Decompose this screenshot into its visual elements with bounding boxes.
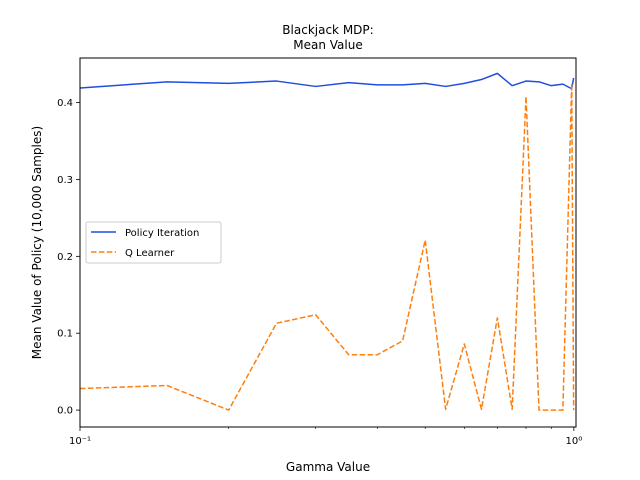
legend-box [85, 221, 222, 264]
series-line-policy-iteration [79, 72, 575, 90]
y-tick-label: 0.4 [57, 98, 73, 109]
y-tick-label: 0.0 [57, 406, 73, 417]
series-layer [79, 72, 575, 411]
chart-title-line-1: Blackjack MDP: [282, 23, 373, 37]
legend-label-policy-iteration: Policy Iteration [125, 228, 199, 239]
y-tick-label: 0.2 [57, 252, 73, 263]
chart-title-line-2: Mean Value [293, 38, 362, 52]
x-tick-label: 10⁻¹ [69, 436, 91, 447]
x-axis-label: Gamma Value [286, 460, 370, 474]
y-axis-label: Mean Value of Policy (10,000 Samples) [30, 126, 44, 359]
y-tick-label: 0.1 [57, 329, 73, 340]
axes-frame [79, 57, 577, 428]
legend: Policy Iteration Q Learner [85, 221, 222, 264]
legend-label-q-learner: Q Learner [125, 248, 175, 259]
x-tick-label: 10⁰ [565, 436, 582, 447]
y-tick-label: 0.3 [57, 175, 73, 186]
ticks-layer: 10⁻¹ 10⁰ 0.0 0.1 0.2 0.3 0.4 [57, 98, 582, 447]
plot-area: 10⁻¹ 10⁰ 0.0 0.1 0.2 0.3 0.4 [57, 57, 582, 447]
